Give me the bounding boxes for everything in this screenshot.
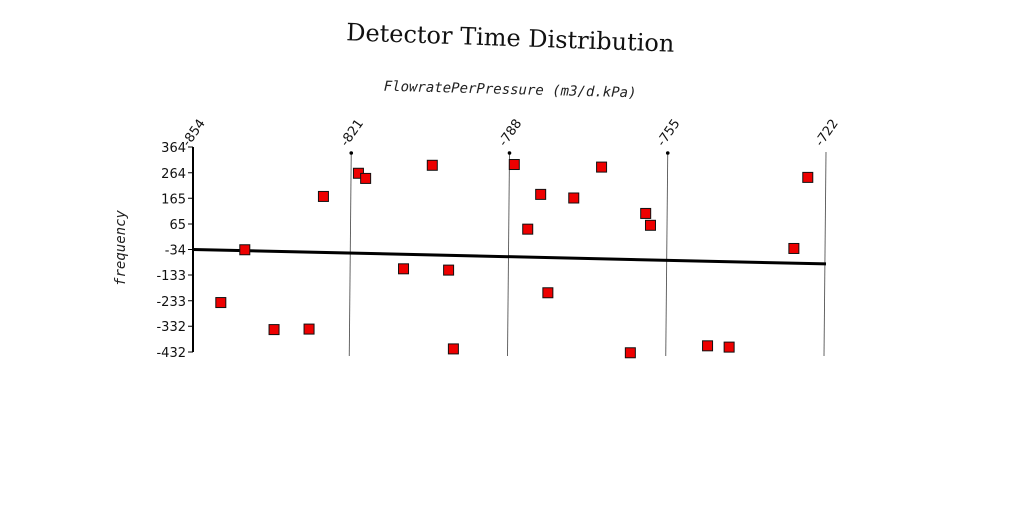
x-tick-label: -821 [338, 117, 367, 150]
scatter-point [447, 343, 459, 355]
grid-line-x [665, 151, 669, 357]
y-tick-label: -432 [156, 346, 186, 361]
y-tick-label: -233 [156, 295, 186, 310]
scatter-point [644, 219, 656, 231]
scatter-point [268, 324, 280, 336]
x-tick-label: -788 [496, 117, 525, 150]
scatter-point [426, 159, 438, 171]
scatter-point [542, 287, 554, 299]
y-tick-label: 364 [161, 141, 186, 156]
y-tick-label: 165 [161, 192, 186, 207]
y-tick-label: 264 [161, 167, 186, 182]
y-tick-label: -133 [156, 269, 186, 284]
scatter-point [535, 188, 547, 200]
scatter-point [508, 159, 520, 171]
y-tick-label: 65 [169, 218, 186, 233]
grid-line-x [823, 151, 827, 357]
scatter-point [215, 297, 227, 309]
scatter-point [239, 244, 251, 256]
grid-line-x [507, 151, 510, 357]
chart-title: Detector Time Distribution [346, 18, 675, 57]
axes [188, 146, 194, 353]
scatter-point [398, 263, 410, 275]
scatter-point [443, 264, 455, 276]
grid-line-marker [507, 151, 512, 155]
scatter-point [360, 172, 372, 184]
scatter-points [215, 159, 814, 359]
grid-line-marker [349, 151, 354, 155]
scatter-point [788, 242, 800, 254]
scatter-point [303, 323, 315, 335]
x-axis-label: FlowratePerPressure (m3/d.kPa) [384, 79, 637, 102]
y-axis-label: frequency [113, 210, 129, 286]
scatter-point [723, 341, 735, 353]
grid-line-marker [665, 151, 670, 155]
scatter-point [640, 207, 652, 219]
y-tick-label: -332 [156, 320, 186, 335]
scatter-point [702, 340, 714, 352]
x-tick-label: -722 [813, 117, 842, 150]
scatter-point [596, 161, 608, 173]
scatter-point [317, 190, 329, 202]
y-tick-label: -34 [165, 244, 186, 259]
x-tick-label: -755 [654, 117, 683, 150]
scatter-point [802, 171, 814, 183]
trend-line [192, 248, 827, 266]
tick-labels: 364 264 165 65 -34 -133 -233 -332 -432 -854 -821 -7… [156, 117, 841, 361]
trend-line-layer [192, 248, 827, 266]
x-tick-label: -854 [180, 117, 209, 150]
scatter-point [522, 223, 534, 235]
scatter-point [624, 347, 636, 359]
scatter-point [568, 192, 580, 204]
